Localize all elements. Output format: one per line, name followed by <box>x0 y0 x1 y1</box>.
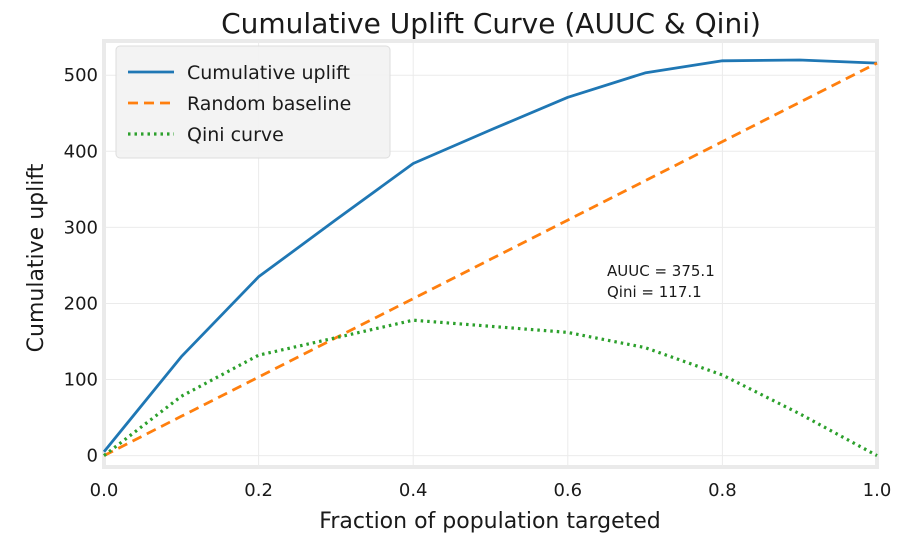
qini-annotation: Qini = 117.1 <box>607 283 702 301</box>
legend-label-1: Random baseline <box>187 93 351 115</box>
chart-title: Cumulative Uplift Curve (AUUC & Qini) <box>221 7 761 40</box>
auuc-annotation: AUUC = 375.1 <box>607 262 715 280</box>
y-tick-label: 200 <box>64 293 98 314</box>
x-tick-labels: 0.0 0.2 0.4 0.6 0.8 1.0 <box>90 480 892 501</box>
x-tick-label: 0.0 <box>90 480 119 501</box>
series-group <box>102 58 878 458</box>
y-tick-labels: 0 100 200 300 400 500 <box>64 65 98 466</box>
y-tick-label: 500 <box>64 65 98 86</box>
x-tick-label: 0.6 <box>553 480 582 501</box>
legend: Cumulative uplift Random baseline Qini cur… <box>115 45 391 159</box>
legend-label-2: Qini curve <box>187 124 284 146</box>
series-line-1 <box>103 61 878 457</box>
x-tick-label: 0.2 <box>244 480 273 501</box>
y-axis-label: Cumulative uplift <box>24 163 49 352</box>
y-tick-label: 400 <box>64 141 98 162</box>
x-tick-label: 0.8 <box>708 480 737 501</box>
y-tick-label: 300 <box>64 217 98 238</box>
x-tick-label: 0.4 <box>399 480 428 501</box>
x-tick-label: 1.0 <box>863 480 892 501</box>
legend-box <box>115 45 391 159</box>
x-axis-label: Fraction of population targeted <box>319 509 660 534</box>
y-tick-label: 0 <box>87 446 98 467</box>
series-line-0 <box>102 58 878 453</box>
y-tick-label: 100 <box>64 370 98 391</box>
legend-label-0: Cumulative uplift <box>187 62 350 84</box>
annotation: AUUC = 375.1 Qini = 117.1 <box>607 262 715 301</box>
